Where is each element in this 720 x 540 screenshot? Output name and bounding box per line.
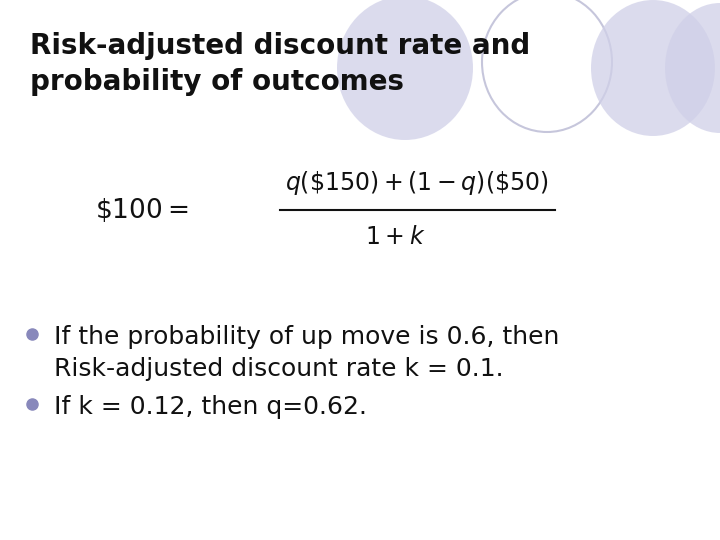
Ellipse shape	[591, 0, 715, 136]
Ellipse shape	[337, 0, 473, 140]
Text: $\$100 = $: $\$100 = $	[95, 196, 189, 224]
Text: $q(\$150)+(1-q)(\$50)$: $q(\$150)+(1-q)(\$50)$	[285, 169, 549, 197]
Text: If the probability of up move is 0.6, then: If the probability of up move is 0.6, th…	[54, 325, 559, 349]
Ellipse shape	[665, 3, 720, 133]
Text: $1+k$: $1+k$	[365, 225, 426, 249]
Text: Risk-adjusted discount rate and: Risk-adjusted discount rate and	[30, 32, 530, 60]
Text: Risk-adjusted discount rate k = 0.1.: Risk-adjusted discount rate k = 0.1.	[54, 357, 503, 381]
Text: If k = 0.12, then q=0.62.: If k = 0.12, then q=0.62.	[54, 395, 367, 419]
Text: probability of outcomes: probability of outcomes	[30, 68, 404, 96]
